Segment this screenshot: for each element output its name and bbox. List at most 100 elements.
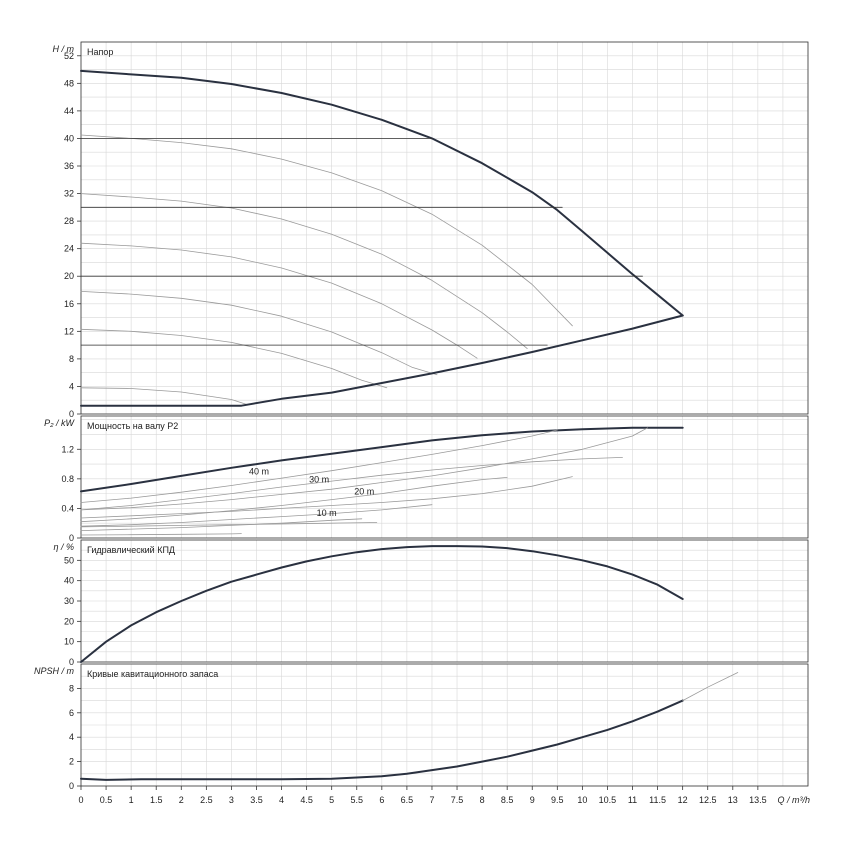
x-tick-label: 0.5 xyxy=(100,795,113,805)
curve-annotation: 30 m xyxy=(309,475,329,485)
x-tick-label: 0 xyxy=(78,795,83,805)
y-tick-label: 10 xyxy=(64,637,74,647)
x-tick-label: 13 xyxy=(728,795,738,805)
power-speed-curve xyxy=(80,504,433,527)
y-tick-label: 0.8 xyxy=(61,474,74,484)
x-tick-label: 7.5 xyxy=(451,795,464,805)
x-tick-label: 3.5 xyxy=(250,795,263,805)
npsh-max-curve xyxy=(80,699,684,781)
panel-title: Гидравлический КПД xyxy=(87,545,175,555)
power-speed-curve xyxy=(80,427,648,511)
y-tick-label: 2 xyxy=(69,757,74,767)
y-tick-label: 40 xyxy=(64,133,74,143)
npsh-extension xyxy=(682,672,739,701)
x-tick-label: 7 xyxy=(429,795,434,805)
efficiency-panel: 0 10 20 30 40 50 η / % Гидравлический КПД xyxy=(53,539,809,667)
head-speed-curve xyxy=(80,134,573,327)
y-tick-label: 52 xyxy=(64,51,74,61)
power-speed-curve xyxy=(80,522,378,528)
y-tick-label: 1.2 xyxy=(61,444,74,454)
npsh-panel: 0 2 4 6 8 NPSH / m Кривые кавитационного запас… xyxy=(34,663,809,791)
y-tick-label: 0 xyxy=(69,657,74,667)
x-tick-label: 8 xyxy=(480,795,485,805)
x-tick-label: 3 xyxy=(229,795,234,805)
y-tick-label: 36 xyxy=(64,161,74,171)
power-panel: 0 0.4 0.8 1.2 P₂ / kW Мощность на валу P2 40 m… xyxy=(44,415,809,543)
x-tick-label: 11 xyxy=(628,795,637,805)
y-tick-label: 16 xyxy=(64,299,74,309)
x-tick-label: 10.5 xyxy=(599,795,617,805)
x-tick-label: 9 xyxy=(530,795,535,805)
y-axis-label: P₂ / kW xyxy=(44,418,75,428)
head-speed-curve xyxy=(80,193,528,349)
y-tick-label: 0 xyxy=(69,409,74,419)
x-tick-label: 8.5 xyxy=(501,795,514,805)
power-max-curve xyxy=(80,426,684,493)
head-speed-curve xyxy=(80,242,478,359)
y-tick-label: 0 xyxy=(69,781,74,791)
y-tick-label: 0.4 xyxy=(61,503,74,513)
y-tick-label: 0 xyxy=(69,533,74,543)
x-tick-label: 12.5 xyxy=(699,795,717,805)
x-tick-label: 11.5 xyxy=(649,795,666,805)
y-tick-label: 4 xyxy=(69,381,74,391)
y-tick-label: 20 xyxy=(64,271,74,281)
y-tick-label: 50 xyxy=(64,555,74,565)
x-tick-label: 5.5 xyxy=(351,795,364,805)
x-axis: 0 0.5 1 1.5 2 2.5 3 3.5 4 4.5 5 5.5 6 6.5 7 7.5 8 8.5 9 9.5… xyxy=(78,786,810,805)
head-min-curve xyxy=(80,314,684,407)
x-tick-label: 10 xyxy=(577,795,587,805)
x-tick-label: 1 xyxy=(129,795,134,805)
power-speed-curve xyxy=(80,518,363,531)
power-speed-curve xyxy=(80,476,573,519)
power-speed-curve xyxy=(80,429,558,503)
curve-annotation: 20 m xyxy=(354,486,374,496)
head-speed-curve xyxy=(80,291,438,376)
y-tick-label: 6 xyxy=(69,708,74,718)
y-tick-label: 32 xyxy=(64,189,74,199)
y-axis-label: NPSH / m xyxy=(34,666,75,676)
y-tick-label: 40 xyxy=(64,576,74,586)
x-tick-label: 2.5 xyxy=(200,795,213,805)
x-tick-label: 6 xyxy=(379,795,384,805)
y-tick-label: 28 xyxy=(64,216,74,226)
curve-annotation: 40 m xyxy=(249,466,269,476)
efficiency-max-curve xyxy=(80,545,684,663)
y-tick-label: 4 xyxy=(69,732,74,742)
x-axis-label: Q / m³/h xyxy=(777,795,810,805)
x-tick-label: 12 xyxy=(678,795,688,805)
power-speed-curve xyxy=(80,477,508,523)
head-speed-curve xyxy=(80,387,247,405)
curve-annotation: 10 m xyxy=(317,508,337,518)
head-speed-curve xyxy=(80,328,388,389)
x-tick-label: 2 xyxy=(179,795,184,805)
panel-title: Напор xyxy=(87,47,113,57)
y-tick-label: 30 xyxy=(64,596,74,606)
x-tick-label: 6.5 xyxy=(401,795,414,805)
y-axis-label: H / m xyxy=(53,44,75,54)
y-tick-label: 48 xyxy=(64,78,74,88)
x-tick-label: 9.5 xyxy=(551,795,564,805)
y-tick-label: 20 xyxy=(64,616,74,626)
y-tick-label: 8 xyxy=(69,683,74,693)
panel-title: Мощность на валу P2 xyxy=(87,421,178,431)
panel-title: Кривые кавитационного запаса xyxy=(87,669,218,679)
panel-frame xyxy=(80,415,809,539)
x-tick-label: 1.5 xyxy=(150,795,163,805)
head-max-curve xyxy=(80,69,684,317)
panel-frame xyxy=(80,41,809,415)
y-tick-label: 12 xyxy=(64,326,74,336)
x-tick-label: 4 xyxy=(279,795,284,805)
y-axis-label: η / % xyxy=(53,542,74,552)
y-tick-label: 24 xyxy=(64,244,74,254)
panel-frame xyxy=(80,663,809,787)
y-tick-label: 44 xyxy=(64,106,74,116)
power-speed-curve xyxy=(80,533,242,536)
y-tick-label: 8 xyxy=(69,354,74,364)
x-tick-label: 4.5 xyxy=(300,795,313,805)
x-tick-label: 5 xyxy=(329,795,334,805)
x-tick-label: 13.5 xyxy=(749,795,767,805)
